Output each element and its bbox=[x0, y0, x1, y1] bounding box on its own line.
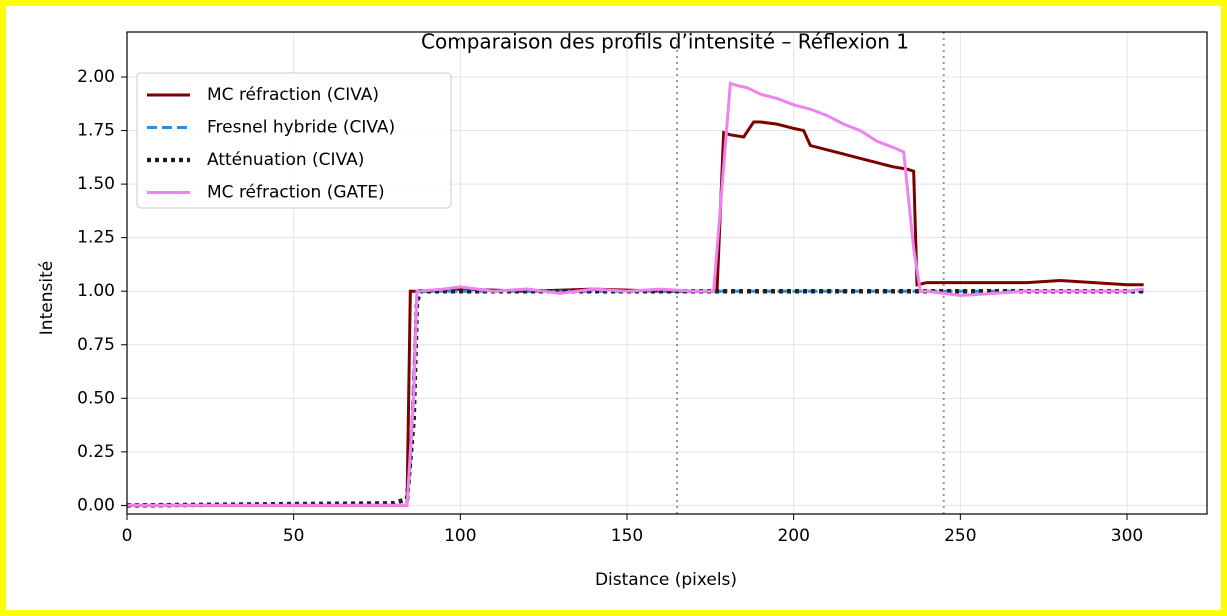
x-tick-label: 50 bbox=[283, 526, 305, 546]
y-tick-label: 0.75 bbox=[77, 335, 115, 355]
x-axis-label: Distance (pixels) bbox=[595, 570, 737, 590]
series-line bbox=[126, 288, 1144, 508]
y-tick-label: 1.75 bbox=[77, 121, 115, 141]
x-tick-label: 300 bbox=[1111, 526, 1143, 546]
y-tick-label: 1.50 bbox=[77, 174, 115, 194]
plot-frame bbox=[126, 31, 1208, 515]
legend-box bbox=[136, 72, 452, 209]
x-tick-label: 150 bbox=[611, 526, 643, 546]
y-tick-label: 1.25 bbox=[77, 228, 115, 248]
legend-label: Fresnel hybride (CIVA) bbox=[207, 118, 395, 138]
legend-label: MC réfraction (CIVA) bbox=[207, 85, 379, 105]
x-tick-label: 250 bbox=[944, 526, 976, 546]
x-tick-label: 200 bbox=[777, 526, 809, 546]
y-tick-label: 0.00 bbox=[77, 495, 115, 515]
x-tick-label: 0 bbox=[122, 526, 133, 546]
series-line bbox=[127, 81, 1144, 507]
y-tick-label: 1.00 bbox=[77, 281, 115, 301]
y-tick-label: 2.00 bbox=[77, 67, 115, 87]
x-tick-label: 100 bbox=[444, 526, 476, 546]
y-tick-label: 0.50 bbox=[77, 388, 115, 408]
legend-label: Atténuation (CIVA) bbox=[207, 150, 364, 170]
legend-label: MC réfraction (GATE) bbox=[207, 183, 385, 203]
chart-title: Comparaison des profils d’intensité – Ré… bbox=[421, 30, 909, 54]
y-axis-label: Intensité bbox=[37, 261, 57, 335]
y-tick-label: 0.25 bbox=[77, 442, 115, 462]
